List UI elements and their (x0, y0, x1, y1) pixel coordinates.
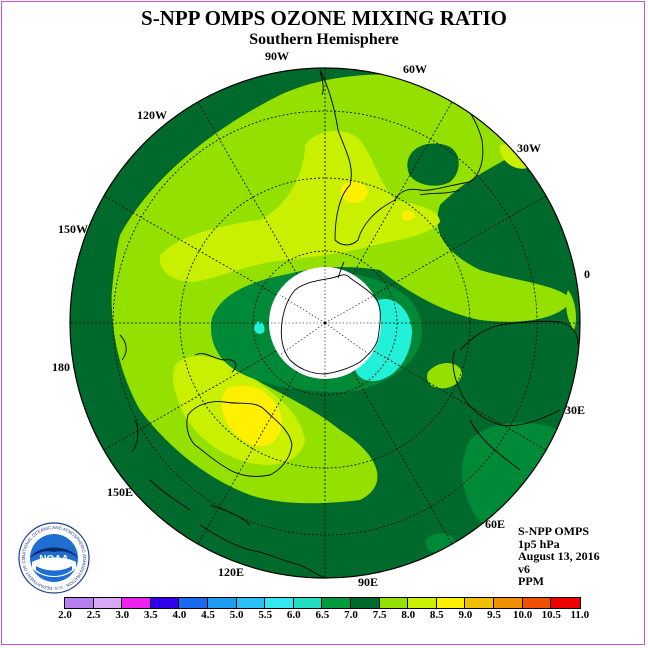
lon-label-120w: 120W (137, 108, 167, 122)
colorbar-tick-label: 9.0 (458, 609, 473, 621)
longitude-labels: 90W 60W 120W 30W 150W 0 180 30E 150E 60E… (52, 49, 590, 589)
info-instrument: S-NPP OMPS (518, 524, 589, 538)
noaa-logo: NATIONAL OCEANIC AND ATMOSPHERIC ADMINIS… (18, 522, 90, 594)
colorbar-tick-label: 4.5 (201, 609, 215, 621)
logo-noaa-text: NOAA (39, 554, 68, 565)
colorbar-tick-label: 5.5 (258, 609, 273, 621)
colorbar-tick-label: 6.5 (315, 609, 330, 621)
lon-label-90e: 90E (358, 575, 378, 589)
logo-seagull-icon (30, 547, 78, 558)
colorbar-swatch (265, 598, 294, 608)
colorbar-swatch (379, 598, 409, 608)
field-yellow-south (222, 385, 282, 447)
antarctica-coastline (280, 274, 381, 375)
antarctic-peninsula (337, 261, 345, 279)
colorbar-swatch (493, 598, 523, 608)
colorbar-swatch (179, 598, 208, 608)
colorbar-tick-label: 6.0 (286, 609, 301, 621)
globe-outline (69, 67, 581, 579)
colorbar-tick-label: 8.0 (401, 609, 416, 621)
colorbar-swatch (436, 598, 466, 608)
colorbar-swatch (551, 598, 580, 608)
colorbar-tick-label: 2.0 (58, 609, 72, 621)
colorbar-tick-label: 5.0 (229, 609, 244, 621)
colorbar-swatch (150, 598, 180, 608)
lon-label-60w: 60W (403, 62, 427, 76)
polar-graticule (270, 268, 380, 378)
field-dark-green-blob (407, 143, 459, 186)
map-title: S-NPP OMPS OZONE MIXING RATIO (141, 6, 507, 30)
info-date: August 13, 2016 (518, 549, 600, 563)
lon-label-90w: 90W (265, 49, 289, 63)
colorbar-swatch (350, 598, 380, 608)
colorbar-swatch (65, 598, 94, 608)
lon-label-60e: 60E (485, 517, 505, 531)
colorbar-swatch (408, 598, 437, 608)
lon-label-120e: 120E (218, 565, 244, 579)
colorbar-ticks: 2.0 2.5 3.0 3.5 4.0 4.5 5.0 5.5 6.0 6.5 7.0 7.5 8.0 8… (50, 609, 610, 623)
map-subtitle: Southern Hemisphere (249, 31, 399, 48)
colorbar-tick-label: 11.0 (570, 609, 590, 621)
colorbar (64, 597, 581, 609)
info-units: PPM (518, 574, 544, 588)
colorbar-tick-label: 9.5 (487, 609, 501, 621)
info-level: 1p5 hPa (518, 536, 560, 551)
colorbar-tick-label: 7.5 (372, 609, 387, 621)
colorbar-tick-label: 10.5 (541, 609, 561, 621)
colorbar-swatch (522, 598, 552, 608)
colorbar-tick-label: 2.5 (86, 609, 101, 621)
field-cyan-west (254, 321, 265, 334)
field-light-green-edge (566, 290, 576, 330)
coastlines (119, 69, 579, 578)
colorbar-swatch (322, 598, 351, 608)
colorbar-tick-label: 3.5 (143, 609, 158, 621)
info-block: S-NPP OMPS 1p5 hPa August 13, 2016 v6 PP… (518, 525, 600, 588)
field-yellow-green-north (159, 130, 440, 282)
colorbar-tick-label: 3.0 (115, 609, 130, 621)
colorbar-swatch (465, 598, 494, 608)
colorbar-tick-label: 4.0 (172, 609, 187, 621)
lon-label-30w: 30W (517, 141, 541, 155)
colorbar-swatch (236, 598, 266, 608)
lon-label-150e: 150E (107, 485, 133, 499)
colorbar-tick-label: 7.0 (344, 609, 358, 621)
lon-label-0: 0 (584, 267, 590, 281)
logo-wave-icon (36, 566, 72, 576)
colorbar-swatch (293, 598, 323, 608)
graticule (70, 68, 580, 578)
south-pole-dot (323, 321, 327, 325)
field-yellow-north-small (402, 210, 415, 221)
lon-label-180: 180 (52, 360, 70, 374)
lon-label-30e: 30E (565, 403, 585, 417)
info-version: v6 (518, 561, 530, 576)
colorbar-tick-label: 10.0 (512, 609, 533, 621)
lon-label-150w: 150W (58, 222, 88, 236)
colorbar-swatch (207, 598, 237, 608)
colorbar-swatch (122, 598, 151, 608)
colorbar-tick-label: 8.5 (429, 609, 444, 621)
colorbar-swatch (93, 598, 123, 608)
